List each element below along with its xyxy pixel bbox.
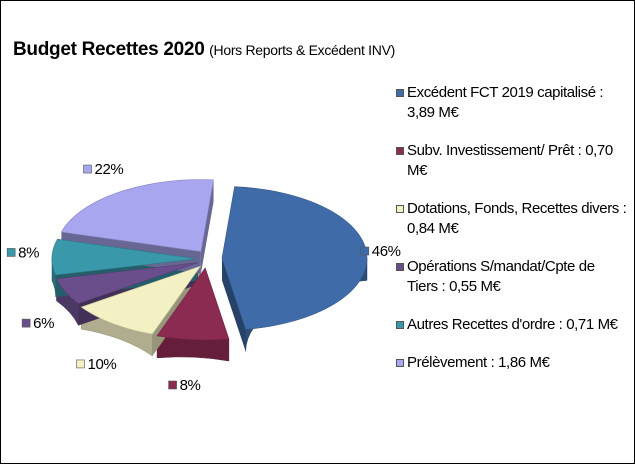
chart-subtitle: (Hors Reports & Excédent INV) [209,42,395,58]
label-swatch [21,318,31,328]
title-block: Budget Recettes 2020 (Hors Reports & Exc… [13,39,395,61]
label-swatch [168,380,177,390]
label-swatch [83,164,92,174]
data-label: 8% [180,377,201,394]
legend-item: Prélèvement : 1,86 M€ [396,353,628,373]
slice [156,267,230,341]
slice [221,186,368,330]
label-swatch [360,246,370,256]
slice-wall [221,258,246,352]
chart-title: Budget Recettes 2020 [13,39,205,60]
data-label: 46% [372,243,401,260]
data-label: 8% [18,244,39,261]
label-swatch [76,359,85,369]
legend-swatch [396,321,404,329]
slice-wall [200,179,214,274]
legend-item: Dotations, Fonds, Recettes divers : 0,84… [396,199,628,239]
slice [80,265,202,335]
label-swatch [6,248,16,257]
legend: Excédent FCT 2019 capitalisé : 3,89 M€ Su… [396,83,628,391]
legend-label: Excédent FCT 2019 capitalisé : 3,89 M€ [407,84,604,121]
data-label: 10% [88,356,117,373]
legend-label: Autres Recettes d'ordre : 0,71 M€ [407,316,618,333]
legend-swatch [396,263,404,271]
legend-item: Opérations S/mandat/Cpte de Tiers : 0,55… [396,257,628,297]
legend-label: Subv. Investissement/ Prêt : 0,70 M€ [407,142,613,179]
slice [60,179,214,252]
legend-item: Subv. Investissement/ Prêt : 0,70 M€ [396,141,628,181]
legend-item: Autres Recettes d'ordre : 0,71 M€ [396,315,628,335]
data-label: 22% [95,161,124,178]
legend-item: Excédent FCT 2019 capitalisé : 3,89 M€ [396,83,628,123]
legend-swatch [396,359,404,367]
legend-label: Prélèvement : 1,86 M€ [407,354,550,371]
legend-swatch [396,147,404,155]
slice [51,238,198,276]
slice [56,262,198,304]
legend-swatch [396,89,404,97]
legend-swatch [396,205,404,213]
legend-label: Opérations S/mandat/Cpte de Tiers : 0,55… [407,258,595,295]
legend-label: Dotations, Fonds, Recettes divers : 0,84… [407,200,627,237]
data-label: 6% [33,315,54,332]
